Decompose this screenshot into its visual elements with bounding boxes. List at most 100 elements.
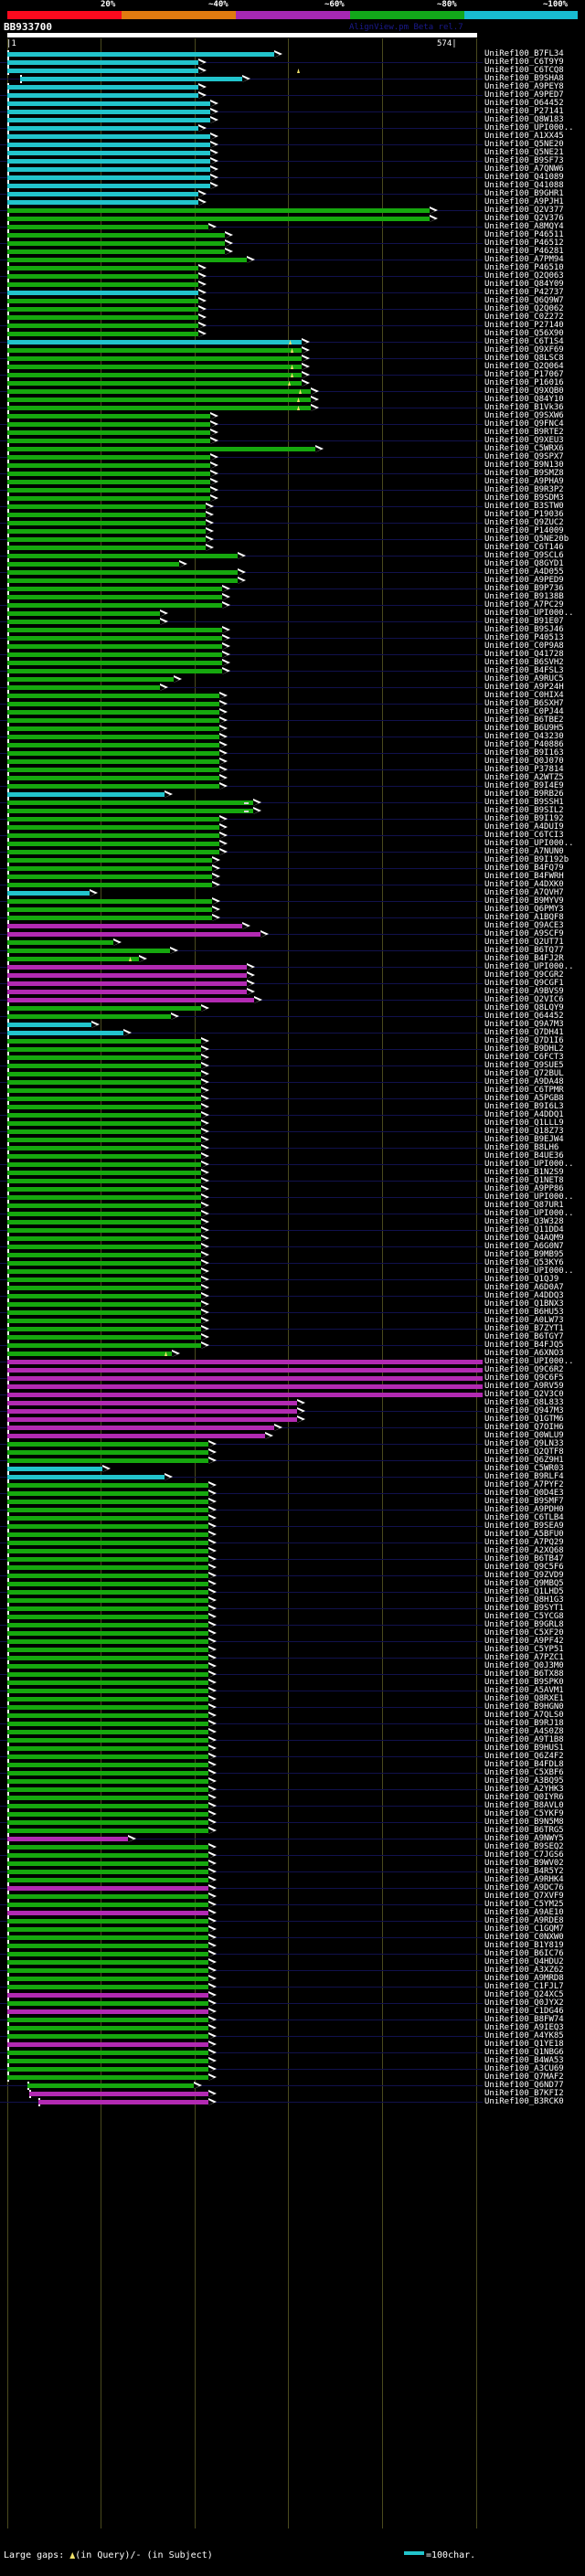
alignment-bar[interactable] <box>7 1993 208 1998</box>
alignment-bar[interactable] <box>7 1738 208 1743</box>
alignment-bar[interactable] <box>7 1541 208 1545</box>
alignment-row[interactable]: UniRef100_B9I4E9 <box>0 781 585 790</box>
alignment-bar[interactable] <box>7 1302 201 1307</box>
alignment-bar[interactable] <box>7 1393 483 1397</box>
alignment-row[interactable]: UniRef100_A7PC29 <box>0 600 585 610</box>
hit-accession-label[interactable]: UniRef100_Q9C6F5 <box>484 1373 564 1383</box>
hit-accession-label[interactable]: UniRef100_UPI000.. <box>484 123 574 133</box>
alignment-row[interactable]: UniRef100_P46281 <box>0 247 585 256</box>
alignment-row[interactable]: UniRef100_A2XQ68 <box>0 1546 585 1555</box>
hit-accession-label[interactable]: UniRef100_A2XQ68 <box>484 1546 564 1555</box>
alignment-bar[interactable] <box>7 1689 208 1693</box>
alignment-bar[interactable] <box>7 875 212 879</box>
alignment-bar[interactable] <box>7 1590 208 1595</box>
alignment-bar[interactable] <box>7 965 247 970</box>
alignment-bar[interactable] <box>7 406 311 410</box>
alignment-row[interactable]: UniRef100_A4DDQ3 <box>0 1291 585 1300</box>
hit-accession-label[interactable]: UniRef100_C0HIX4 <box>484 691 564 700</box>
alignment-row[interactable]: UniRef100_Q8H1G3 <box>0 1595 585 1605</box>
alignment-bar[interactable] <box>7 258 247 262</box>
alignment-row[interactable]: UniRef100_A9PHA9 <box>0 477 585 486</box>
hit-accession-label[interactable]: UniRef100_Q1LHD5 <box>484 1587 564 1596</box>
alignment-row[interactable]: UniRef100_Q6ND77 <box>0 2081 585 2090</box>
hit-accession-label[interactable]: UniRef100_B6TX88 <box>484 1670 564 1679</box>
alignment-bar[interactable] <box>7 726 219 731</box>
alignment-row[interactable]: UniRef100_B9MB95 <box>0 1250 585 1259</box>
hit-accession-label[interactable]: UniRef100_Q947M3 <box>484 1406 564 1415</box>
alignment-bar[interactable] <box>7 899 212 904</box>
alignment-row[interactable]: UniRef100_C6TCQ8 <box>0 66 585 75</box>
alignment-row[interactable]: UniRef100_A4DDQ1 <box>0 1110 585 1119</box>
alignment-bar[interactable] <box>7 1886 208 1891</box>
alignment-bar[interactable] <box>7 1532 208 1537</box>
alignment-row[interactable]: UniRef100_A6XNO3 <box>0 1349 585 1358</box>
alignment-row[interactable]: UniRef100_B7KFI2 <box>0 2089 585 2098</box>
hit-accession-label[interactable]: UniRef100_C7JGS6 <box>484 1850 564 1860</box>
alignment-bar[interactable] <box>7 225 208 229</box>
alignment-row[interactable]: UniRef100_Q0J070 <box>0 757 585 766</box>
hit-accession-label[interactable]: UniRef100_Q6Z9H1 <box>484 1456 564 1465</box>
alignment-row[interactable]: UniRef100_A1XX45 <box>0 132 585 141</box>
alignment-row[interactable]: UniRef100_Q5NE20b <box>0 535 585 544</box>
alignment-bar[interactable] <box>7 1927 208 1932</box>
hit-accession-label[interactable]: UniRef100_P46511 <box>484 230 564 239</box>
alignment-bar[interactable] <box>7 1031 123 1035</box>
alignment-row[interactable]: UniRef100_UPI000.. <box>0 123 585 133</box>
alignment-bar[interactable] <box>7 110 210 114</box>
alignment-bar[interactable] <box>7 883 212 887</box>
alignment-row[interactable]: UniRef100_B6TRG5 <box>0 1826 585 1835</box>
alignment-bar[interactable] <box>7 1680 208 1685</box>
alignment-row[interactable]: UniRef100_C0Z272 <box>0 313 585 322</box>
hit-accession-label[interactable]: UniRef100_B9SJ46 <box>484 625 564 634</box>
alignment-bar[interactable] <box>7 184 210 188</box>
alignment-bar[interactable] <box>7 504 206 509</box>
alignment-row[interactable]: UniRef100_Q0JYX2 <box>0 1998 585 2008</box>
hit-accession-label[interactable]: UniRef100_B9SMF7 <box>484 1497 564 1506</box>
alignment-row[interactable]: UniRef100_A9PF42 <box>0 1637 585 1646</box>
hit-accession-label[interactable]: UniRef100_C1FJL7 <box>484 1982 564 1991</box>
hit-accession-label[interactable]: UniRef100_Q9C5F6 <box>484 1563 564 1572</box>
hit-accession-label[interactable]: UniRef100_Q9SCL6 <box>484 551 564 560</box>
alignment-row[interactable]: UniRef100_Q24XC5 <box>0 1990 585 1999</box>
hit-accession-label[interactable]: UniRef100_Q9ZUC2 <box>484 518 564 527</box>
alignment-row[interactable]: UniRef100_A9DA48 <box>0 1077 585 1087</box>
alignment-row[interactable]: UniRef100_A2WTZ5 <box>0 773 585 782</box>
hit-accession-label[interactable]: UniRef100_B1Vk36 <box>484 403 564 412</box>
alignment-row[interactable]: UniRef100_Q18Z73 <box>0 1127 585 1136</box>
alignment-row[interactable]: UniRef100_B9HGN0 <box>0 1702 585 1712</box>
alignment-bar[interactable] <box>7 1722 208 1726</box>
alignment-bar[interactable] <box>7 1952 208 1956</box>
hit-accession-label[interactable]: UniRef100_Q1NBG6 <box>484 2048 564 2057</box>
alignment-row[interactable]: UniRef100_A4DUI9 <box>0 822 585 832</box>
alignment-bar[interactable] <box>7 1812 208 1817</box>
alignment-row[interactable]: UniRef100_A7PYF2 <box>0 1480 585 1489</box>
alignment-bar[interactable] <box>7 1072 201 1076</box>
alignment-row[interactable]: UniRef100_Q947M3 <box>0 1406 585 1415</box>
alignment-bar[interactable] <box>7 578 238 583</box>
alignment-row[interactable]: UniRef100_C6TPMR <box>0 1086 585 1095</box>
alignment-row[interactable]: UniRef100_A9SCF9 <box>0 929 585 938</box>
alignment-row[interactable]: UniRef100_A9NWY5 <box>0 1834 585 1843</box>
alignment-row[interactable]: UniRef100_B4WA53 <box>0 2056 585 2065</box>
alignment-bar[interactable] <box>7 677 174 682</box>
alignment-row[interactable]: UniRef100_C0P9A8 <box>0 641 585 651</box>
alignment-bar[interactable] <box>7 2042 208 2047</box>
alignment-bar[interactable] <box>7 800 253 805</box>
hit-accession-label[interactable]: UniRef100_C5YM25 <box>484 1900 564 1909</box>
hit-accession-label[interactable]: UniRef100_B3RCK0 <box>484 2097 564 2106</box>
hit-accession-label[interactable]: UniRef100_B6HU53 <box>484 1308 564 1317</box>
hit-accession-label[interactable]: UniRef100_Q53KY6 <box>484 1258 564 1267</box>
alignment-bar[interactable] <box>7 1203 201 1208</box>
hit-accession-label[interactable]: UniRef100_A7PQ29 <box>484 1538 564 1547</box>
hit-accession-label[interactable]: UniRef100_A9RHK4 <box>484 1875 564 1884</box>
hit-accession-label[interactable]: UniRef100_A4DDQ3 <box>484 1291 564 1300</box>
alignment-bar[interactable] <box>7 825 219 830</box>
alignment-row[interactable]: UniRef100_B1N2S9 <box>0 1168 585 1177</box>
alignment-row[interactable]: UniRef100_B4UE36 <box>0 1151 585 1161</box>
hit-accession-label[interactable]: UniRef100_B9WV02 <box>484 1859 564 1868</box>
alignment-bar[interactable] <box>7 1253 201 1257</box>
hit-accession-label[interactable]: UniRef100_C5XF20 <box>484 1628 564 1638</box>
alignment-bar[interactable] <box>29 2092 208 2096</box>
hit-accession-label[interactable]: UniRef100_Q9CGF1 <box>484 979 564 988</box>
hit-accession-label[interactable]: UniRef100_Q2Q063 <box>484 271 564 281</box>
